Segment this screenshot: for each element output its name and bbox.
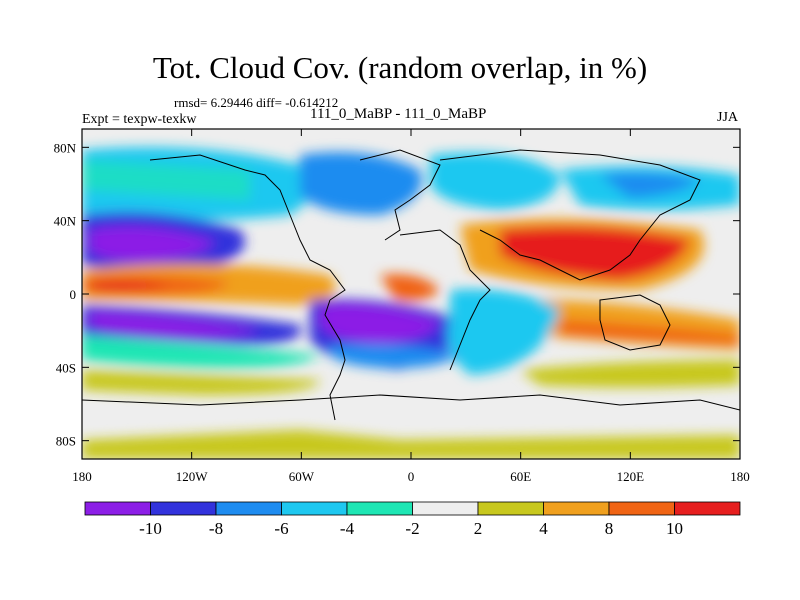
plot-title: Tot. Cloud Cov. (random overlap, in %) — [152, 50, 648, 85]
lat-tick-label: 80N — [54, 140, 77, 155]
coastlines — [82, 149, 740, 421]
indian-ocean-red-orange-band — [560, 320, 740, 345]
lat-tick-label: 40N — [54, 214, 77, 229]
colorbar-swatch — [412, 501, 479, 516]
colorbar: -10 -8 -6 -4 -2 2 4 8 10 — [84, 501, 741, 538]
rmsd-diff-stats: rmsd= 6.29446 diff= -0.614212 — [174, 95, 339, 110]
lon-tick-label: 60W — [289, 469, 315, 484]
lat-tick-label: 0 — [70, 287, 77, 302]
north-pacific-purple-band — [90, 226, 215, 262]
colorbar-label: 4 — [539, 519, 548, 538]
south-atlantic-purple-region — [320, 304, 440, 345]
south-teal-band — [82, 335, 320, 369]
colorbar-label: -6 — [274, 519, 288, 538]
lon-tick-label: 0 — [408, 469, 415, 484]
eurasia-cyan-region — [430, 152, 560, 210]
contour-field — [82, 129, 740, 459]
lon-tick-label: 120E — [617, 469, 645, 484]
colorbar-swatch — [543, 501, 610, 516]
lat-tick-label: 80S — [56, 434, 76, 449]
colorbar-swatch — [608, 501, 675, 516]
colorbar-swatch — [84, 501, 151, 516]
colorbar-swatch — [674, 501, 741, 516]
lon-tick-label: 120W — [176, 469, 209, 484]
colorbar-swatch — [150, 501, 217, 516]
colorbar-label: -10 — [139, 519, 162, 538]
south-pacific-purple-band — [90, 312, 260, 337]
lon-tick-label: 180 — [72, 469, 92, 484]
tropical-red-band — [90, 280, 170, 291]
southern-yellow-band — [82, 370, 320, 395]
lon-tick-label: 180 — [730, 469, 750, 484]
colorbar-swatch — [477, 501, 544, 516]
colorbar-swatch — [215, 501, 282, 516]
lat-tick-label: 40S — [56, 360, 76, 375]
indian-ocean-cyan-region — [447, 289, 560, 375]
south-indian-yellow-band — [520, 360, 740, 388]
south-blue-patch — [330, 343, 460, 369]
colorbar-label: 10 — [666, 519, 683, 538]
north-teal-band — [82, 160, 250, 200]
season-label: JJA — [717, 110, 739, 125]
colorbar-swatch — [346, 501, 413, 516]
colorbar-label: 2 — [474, 519, 483, 538]
colorbar-label: 8 — [605, 519, 614, 538]
colorbar-label: -2 — [405, 519, 419, 538]
comparison-label: 111_0_MaBP - 111_0_MaBP — [310, 106, 487, 122]
lon-tick-label: 60E — [510, 469, 531, 484]
colorbar-label: -4 — [340, 519, 355, 538]
colorbar-swatch — [281, 501, 348, 516]
colorbar-label: -8 — [209, 519, 223, 538]
axis-ticks: 80N 40N 0 40S 80S 180 120W 60W 0 60E 120E 180 — [54, 129, 750, 484]
experiment-label: Expt = texpw-texkw — [82, 112, 197, 127]
north-asia-blue-patch — [600, 172, 700, 198]
africa-orange-patch — [380, 274, 440, 302]
antarctic-yellow-band — [82, 430, 740, 459]
asia-red-region — [500, 226, 690, 280]
north-atlantic-blue-region — [300, 152, 422, 215]
